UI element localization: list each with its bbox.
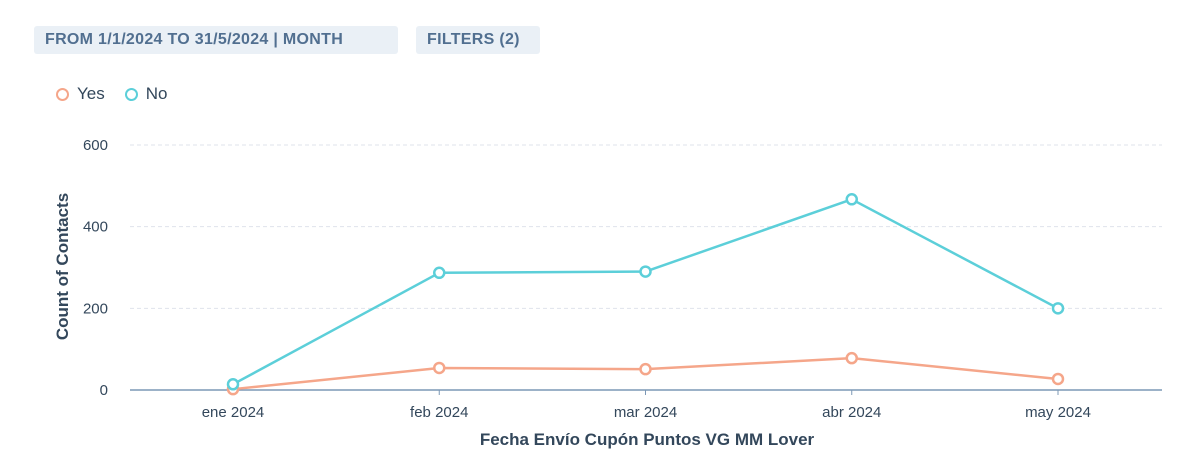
data-point-no bbox=[639, 265, 652, 278]
data-point-yes bbox=[1051, 372, 1065, 386]
data-point-no bbox=[433, 266, 446, 280]
y-axis-title: Count of Contacts bbox=[53, 193, 72, 340]
legend-item-no[interactable]: No bbox=[124, 84, 168, 104]
y-tick-label: 400 bbox=[83, 219, 108, 236]
data-point-no bbox=[226, 378, 240, 391]
legend-label-yes: Yes bbox=[77, 84, 105, 103]
legend-label-no: No bbox=[145, 84, 168, 103]
data-point-yes bbox=[845, 351, 858, 365]
x-tick-label: abr 2024 bbox=[822, 404, 881, 421]
y-tick-label: 0 bbox=[100, 382, 108, 399]
chart-legend: Yes No bbox=[56, 84, 167, 104]
y-tick-label: 600 bbox=[83, 137, 108, 154]
x-axis-title: Fecha Envío Cupón Puntos VG MM Lover bbox=[480, 430, 815, 449]
data-point-no bbox=[1051, 302, 1065, 315]
data-point-no bbox=[845, 193, 858, 206]
data-point-yes bbox=[433, 361, 446, 375]
x-tick-label: ene 2024 bbox=[202, 404, 265, 421]
legend-marker-no-icon bbox=[124, 87, 138, 101]
x-tick-label: mar 2024 bbox=[614, 404, 677, 421]
x-tick-label: feb 2024 bbox=[410, 404, 468, 421]
date-range-filter-button[interactable]: FROM 1/1/2024 TO 31/5/2024 | MONTH bbox=[34, 26, 398, 54]
x-tick-label: may 2024 bbox=[1025, 404, 1091, 421]
filters-button[interactable]: FILTERS (2) bbox=[416, 26, 540, 54]
legend-item-yes[interactable]: Yes bbox=[56, 84, 105, 104]
data-point-yes bbox=[639, 362, 652, 376]
y-tick-label: 200 bbox=[83, 300, 108, 317]
legend-marker-yes-icon bbox=[56, 87, 69, 101]
